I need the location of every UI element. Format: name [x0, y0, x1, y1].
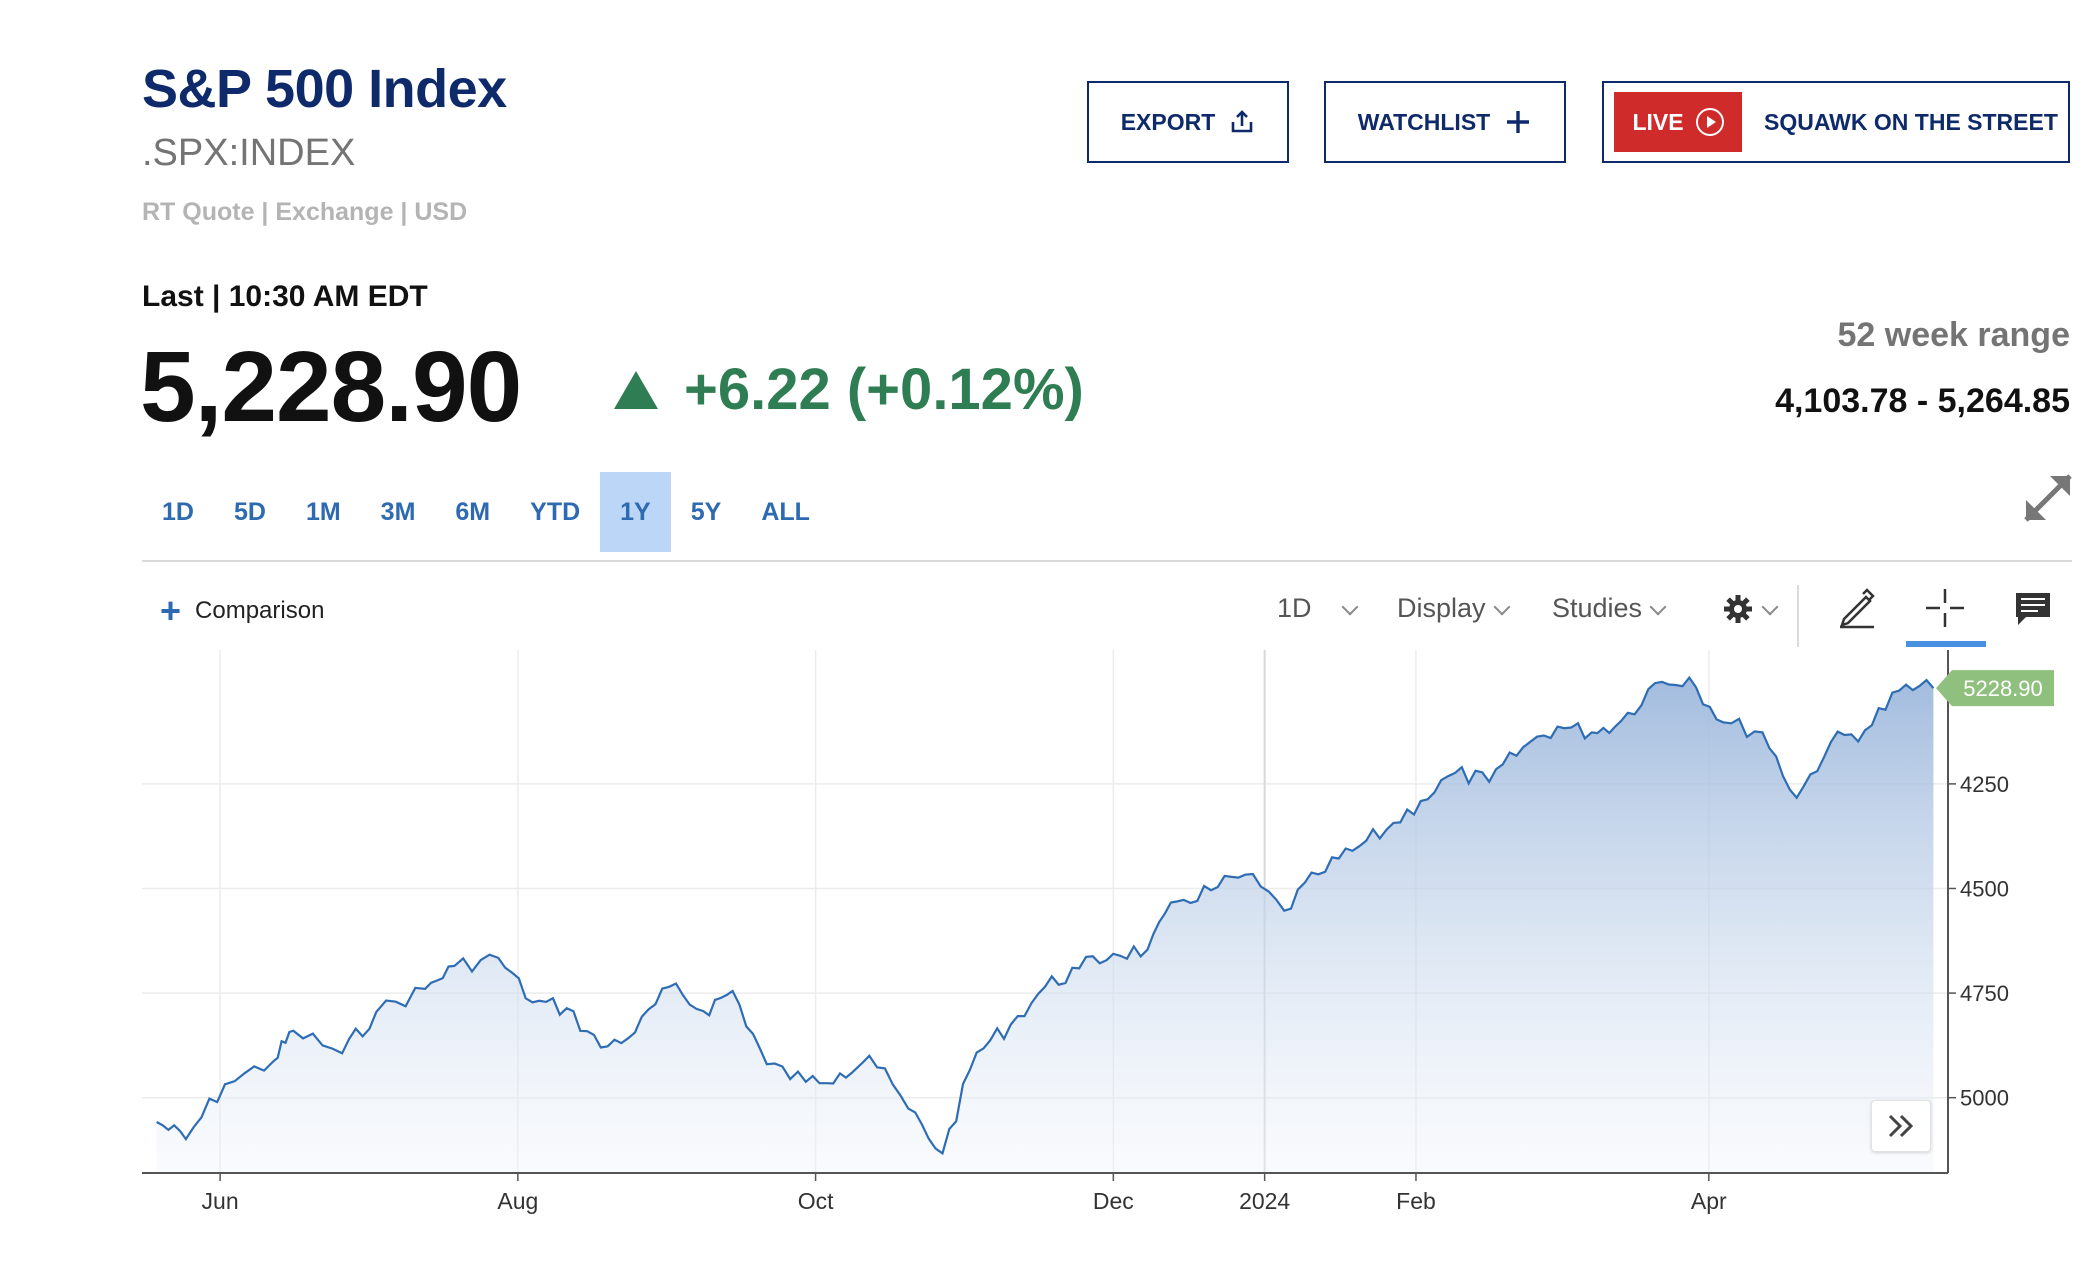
live-badge: LIVE: [1614, 92, 1742, 152]
y-tick-label: 4250: [1960, 772, 2009, 797]
header-divider: [142, 560, 2072, 562]
export-label: EXPORT: [1120, 108, 1216, 135]
double-chevron-right-icon: [1888, 1114, 1914, 1138]
last-value-tag: 5228.90: [1936, 670, 2054, 707]
tab-ytd[interactable]: YTD: [530, 497, 581, 526]
crosshair-active-indicator: [1906, 641, 1986, 647]
tab-3m[interactable]: 3M: [380, 497, 416, 526]
last-price: 5,228.90: [140, 331, 522, 443]
tab-all[interactable]: ALL: [761, 497, 810, 526]
range-tabs: 1D 5D 1M 3M 6M YTD 1Y 5Y ALL: [142, 472, 830, 552]
x-tick-label: 2024: [1239, 1188, 1290, 1214]
gear-icon: [1724, 595, 1752, 623]
x-tick-label: Apr: [1691, 1188, 1727, 1214]
tab-5d[interactable]: 5D: [233, 497, 266, 526]
interval-dropdown[interactable]: 1D: [1277, 593, 1359, 624]
plus-icon: [1507, 111, 1530, 133]
comment-icon[interactable]: [2010, 585, 2056, 631]
tab-1y[interactable]: 1Y: [600, 472, 671, 552]
squawk-live-button[interactable]: LIVE SQUAWK ON THE STREET: [1602, 81, 2070, 163]
y-tick-label: 4750: [1960, 981, 2009, 1006]
comparison-button[interactable]: + Comparison: [160, 593, 324, 629]
display-label: Display: [1397, 593, 1486, 623]
scroll-to-latest-button[interactable]: [1871, 1100, 1931, 1152]
range-label: 52 week range: [1837, 316, 2070, 354]
y-tick-label: 4500: [1960, 876, 2009, 901]
range-value: 4,103.78 - 5,264.85: [1775, 382, 2070, 420]
comparison-label: Comparison: [195, 597, 325, 624]
expand-icon[interactable]: [2020, 470, 2076, 526]
studies-label: Studies: [1552, 593, 1643, 623]
up-arrow-icon: [614, 370, 658, 409]
last-time-label: Last | 10:30 AM EDT: [142, 280, 428, 313]
tab-6m[interactable]: 6M: [455, 497, 491, 526]
crosshair-icon[interactable]: [1922, 585, 1968, 631]
last-value-tag-shape: [1936, 670, 2054, 707]
plus-icon: +: [160, 590, 182, 631]
page-title: S&P 500 Index: [142, 59, 507, 119]
y-tick-label: 5000: [1960, 1086, 2009, 1111]
share-icon: [1231, 110, 1253, 133]
interval-label: 1D: [1277, 593, 1312, 623]
ticker-symbol: .SPX:INDEX: [142, 132, 356, 174]
quote-meta: RT Quote | Exchange | USD: [142, 198, 468, 226]
chart-toolbar: + Comparison 1D Display Studies: [142, 585, 2072, 647]
x-tick-label: Oct: [798, 1188, 834, 1214]
tab-1m[interactable]: 1M: [305, 497, 341, 526]
tab-1d[interactable]: 1D: [162, 497, 194, 526]
toolbar-separator: [1797, 585, 1799, 647]
pencil-icon[interactable]: [1834, 585, 1880, 631]
change-value: +6.22 (+0.12%): [684, 357, 1084, 422]
watchlist-button[interactable]: WATCHLIST: [1324, 81, 1566, 163]
squawk-label: SQUAWK ON THE STREET: [1764, 108, 2058, 135]
settings-dropdown[interactable]: [1722, 593, 1779, 625]
export-button[interactable]: EXPORT: [1087, 81, 1289, 163]
watchlist-label: WATCHLIST: [1357, 108, 1491, 135]
studies-dropdown[interactable]: Studies: [1552, 593, 1667, 624]
display-dropdown[interactable]: Display: [1397, 593, 1511, 624]
tab-5y[interactable]: 5Y: [690, 497, 722, 526]
x-tick-label: Feb: [1396, 1188, 1436, 1214]
price-area: [156, 677, 1934, 1173]
price-change: +6.22 (+0.12%): [614, 356, 1084, 423]
live-label: LIVE: [1632, 108, 1684, 135]
x-tick-label: Jun: [202, 1188, 239, 1214]
x-tick-label: Aug: [497, 1188, 538, 1214]
x-tick-label: Dec: [1093, 1188, 1134, 1214]
play-icon: [1695, 108, 1724, 136]
price-line: [156, 675, 1935, 1156]
chart-axes: 5000 4750 4500 4250 Jun Aug Oct Dec 2024 Feb Apr: [142, 650, 2009, 1214]
last-value-tag-text: 5228.90: [1963, 676, 2043, 701]
